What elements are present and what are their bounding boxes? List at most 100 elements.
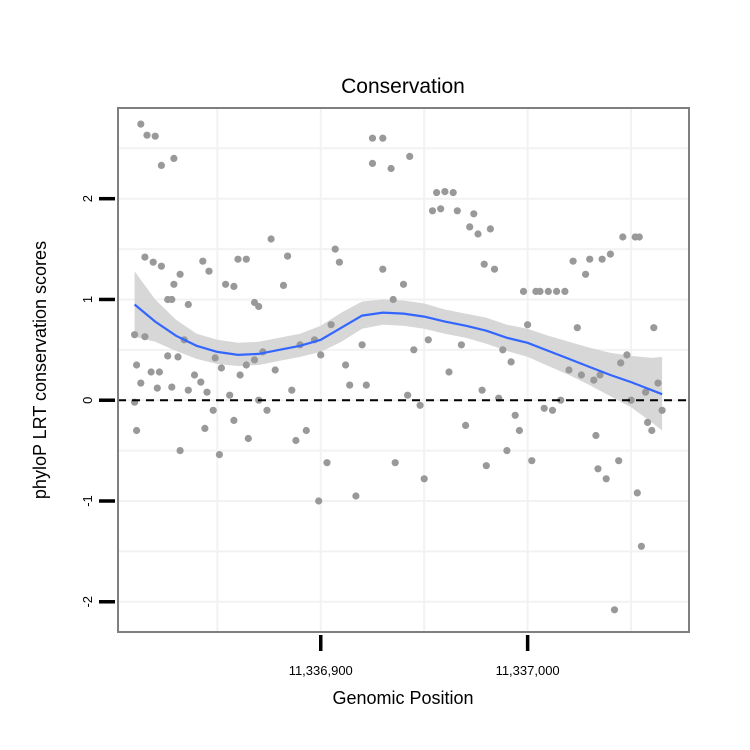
data-point [226,391,234,399]
data-point [368,134,377,142]
data-point [536,287,544,295]
y-tick-label: 0 [80,397,95,404]
data-point [462,421,470,429]
data-point [478,386,486,394]
data-point [437,205,445,213]
data-point [292,436,300,445]
data-point [352,492,360,500]
data-point [170,154,178,162]
data-point [648,426,656,435]
data-point [441,188,449,196]
data-point [176,447,184,455]
data-point [594,465,602,473]
chart-title: Conservation [341,75,465,98]
data-point [201,424,209,432]
data-point [507,358,515,366]
data-point [610,606,619,614]
data-point [596,371,604,379]
data-point [528,457,536,465]
data-point [633,489,641,497]
data-point [155,368,163,376]
data-point [642,388,650,396]
data-point [267,235,275,243]
y-tick-label: 2 [80,195,95,202]
data-point [149,258,157,266]
data-point [242,255,250,263]
data-point [157,161,165,169]
data-point [131,331,139,339]
x-axis: 11,336,900 11,337,000 [289,635,560,678]
data-point [658,406,666,414]
smooth-line [133,303,663,396]
x-tick-label: 11,336,900 [289,663,353,678]
data-point [445,368,453,376]
data-point [164,352,172,360]
data-point [174,353,182,361]
data-point [255,302,263,311]
data-point [143,131,151,139]
data-point [449,189,457,197]
data-point [389,295,397,304]
panel-border [117,107,690,633]
data-point [302,426,310,435]
data-point [410,346,418,354]
data-point [404,391,412,399]
data-point [470,210,478,218]
data-point [190,371,199,379]
data-point [203,388,211,396]
data-point [230,416,238,424]
data-point [474,230,482,238]
confidence-ribbon [134,271,663,431]
data-point [137,379,145,387]
data-point [271,366,279,374]
data-point [236,371,244,379]
data-point [362,381,370,389]
data-point [284,252,292,260]
data-point [416,401,424,409]
data-point [288,386,296,394]
data-point [217,364,225,372]
data-point [617,359,625,367]
data-point [637,542,646,550]
data-point [606,250,615,258]
data-point [379,265,387,273]
data-point [457,341,465,349]
data-point [234,255,242,263]
data-point [170,280,178,288]
data-point [553,287,561,295]
data-point [557,396,565,404]
data-point [544,287,552,295]
data-point [230,282,238,290]
data-point [548,406,557,414]
data-point [592,431,600,440]
data-point [466,223,474,231]
data-point [615,457,623,465]
data-point [453,207,461,215]
data-point [569,257,577,265]
data-point [168,295,176,304]
data-point [519,287,528,295]
data-point [420,475,428,483]
data-point [242,361,250,369]
data-point [480,260,488,268]
data-point [157,262,165,270]
data-point [650,324,658,332]
data-point [623,351,631,359]
x-tick-label: 11,337,000 [496,663,560,678]
data-point [153,384,161,392]
data-point [433,189,441,197]
data-point [582,270,590,278]
data-point [133,361,141,369]
data-point [644,418,652,426]
data-point [368,159,377,167]
data-point [176,270,184,278]
data-point [482,462,490,470]
data-point [428,207,437,215]
data-point [222,280,230,288]
data-point [561,287,569,295]
y-axis: -2 -1 0 1 2 [80,195,115,608]
data-point [565,366,573,374]
data-point [499,346,507,354]
data-point [197,378,205,386]
